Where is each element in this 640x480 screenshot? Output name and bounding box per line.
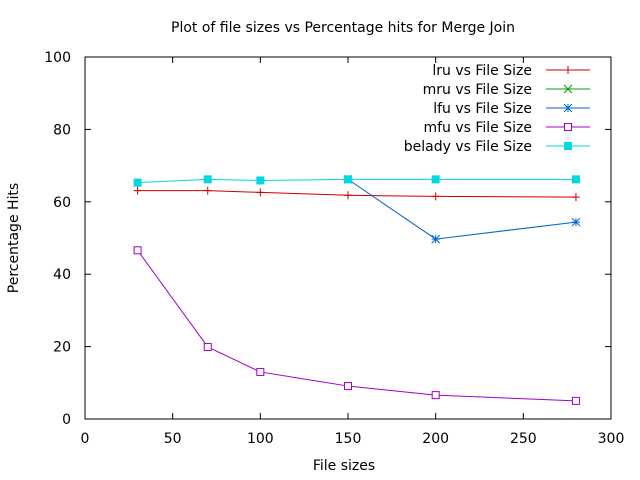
- data-point: [256, 367, 265, 376]
- x-tick-label: 250: [510, 431, 537, 447]
- legend-marker: [563, 84, 573, 94]
- data-point: [344, 191, 352, 200]
- x-tick-label: 0: [81, 431, 90, 447]
- data-point: [431, 234, 441, 244]
- x-axis-label: File sizes: [313, 458, 375, 474]
- data-point: [203, 186, 212, 195]
- x-axis: 0 50 100 150 200 250 300: [81, 57, 625, 447]
- series-3: [133, 246, 580, 405]
- plot-border: [84, 56, 612, 420]
- legend-marker: [563, 103, 573, 113]
- y-tick-label: 80: [53, 122, 71, 138]
- series-4: [133, 175, 580, 187]
- legend-label: mru vs File Size: [423, 82, 532, 98]
- legend-marker: [564, 142, 572, 150]
- data-point: [203, 175, 212, 184]
- plot-area: [84, 56, 612, 420]
- y-tick-label: 20: [53, 340, 71, 356]
- legend-marker: [564, 123, 572, 131]
- series-layer: [133, 175, 581, 405]
- x-tick-label: 100: [247, 431, 274, 447]
- y-tick-label: 40: [53, 267, 71, 283]
- y-axis: 0 20 40 60 80 100: [44, 50, 611, 428]
- legend-label: belady vs File Size: [404, 139, 532, 155]
- legend-item: mfu vs File Size: [423, 120, 590, 136]
- data-point: [431, 175, 440, 184]
- legend-item: lfu vs File Size: [433, 101, 590, 117]
- legend-label: lfu vs File Size: [433, 101, 532, 117]
- data-point: [571, 396, 580, 405]
- series-line: [137, 250, 576, 402]
- legend-marker: [564, 66, 572, 74]
- series-line: [137, 190, 576, 198]
- data-point: [571, 193, 580, 202]
- legend-item: belady vs File Size: [404, 139, 590, 155]
- legend-label: mfu vs File Size: [423, 120, 532, 136]
- series-0: [133, 186, 580, 202]
- data-point: [344, 382, 352, 391]
- x-tick-label: 200: [422, 431, 449, 447]
- chart-title: Plot of file sizes vs Percentage hits fo…: [171, 20, 515, 36]
- data-point: [571, 175, 580, 184]
- y-tick-label: 60: [53, 195, 71, 211]
- data-point: [256, 188, 265, 197]
- legend-item: lru vs File Size: [432, 63, 590, 79]
- series-line: [137, 178, 576, 184]
- data-point: [203, 342, 212, 351]
- y-tick-label: 0: [62, 412, 71, 428]
- legend: lru vs File Size mru vs File Size lfu vs F…: [404, 63, 590, 155]
- legend-item: mru vs File Size: [423, 82, 590, 98]
- data-point: [133, 178, 142, 187]
- series-line: [347, 178, 576, 240]
- data-point: [571, 217, 581, 227]
- data-point: [133, 246, 142, 255]
- x-tick-label: 300: [598, 431, 625, 447]
- data-point: [133, 186, 142, 195]
- data-point: [256, 176, 265, 185]
- data-point: [431, 391, 440, 400]
- data-point: [431, 192, 440, 201]
- series-2: [343, 175, 581, 244]
- x-tick-label: 150: [335, 431, 362, 447]
- legend-label: lru vs File Size: [432, 63, 532, 79]
- data-point: [344, 175, 352, 184]
- y-tick-label: 100: [44, 50, 71, 66]
- y-axis-label: Percentage Hits: [6, 183, 22, 293]
- x-tick-label: 50: [164, 431, 182, 447]
